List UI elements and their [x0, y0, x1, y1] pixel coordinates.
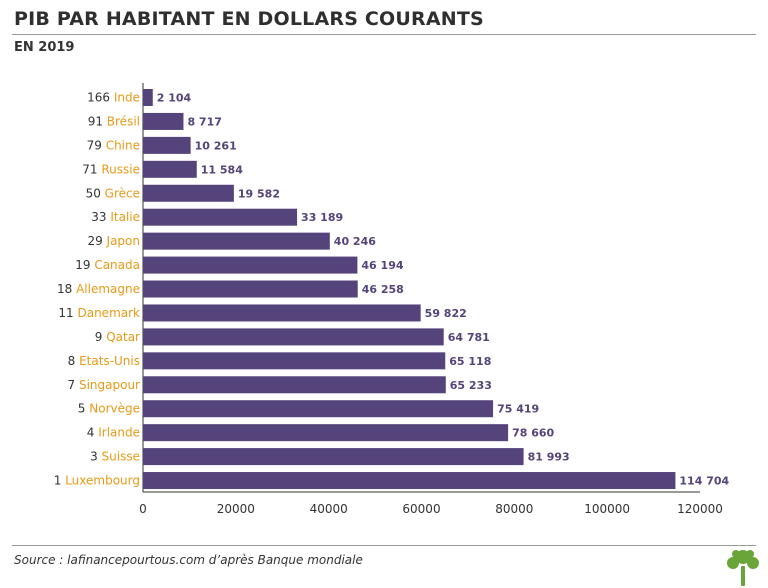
bar: [143, 89, 153, 106]
bar-value-label: 75 419: [497, 403, 539, 416]
rank-label: 7: [68, 378, 79, 392]
country-label: Inde: [114, 91, 140, 105]
category-label: 4 Irlande: [87, 426, 140, 440]
category-label: 71 Russie: [82, 162, 140, 176]
category-label: 7 Singapour: [68, 378, 141, 392]
category-label: 19 Canada: [75, 258, 140, 272]
bar: [143, 112, 184, 130]
category-label: 166 Inde: [87, 91, 140, 105]
bar-value-label: 65 233: [450, 379, 492, 392]
bar: [143, 472, 676, 490]
bar-value-label: 59 822: [425, 307, 467, 320]
bar: [143, 328, 444, 346]
bar-value-label: 114 704: [679, 475, 729, 488]
country-label: Chine: [106, 138, 140, 152]
rank-label: 5: [78, 402, 89, 416]
rank-label: 4: [87, 426, 98, 440]
bar-value-label: 19 582: [238, 187, 280, 200]
bar: [143, 280, 358, 298]
tree-logo-icon: [727, 550, 759, 586]
rank-label: 19: [75, 258, 94, 272]
rank-label: 29: [87, 234, 106, 248]
country-label: Irlande: [98, 426, 140, 440]
bar: [143, 184, 234, 202]
bar-value-label: 2 104: [157, 92, 192, 105]
bar-value-label: 8 717: [187, 115, 221, 128]
category-label: 3 Suisse: [90, 450, 140, 464]
country-label: Luxembourg: [65, 474, 140, 488]
bar: [143, 424, 509, 442]
category-label: 11 Danemark: [58, 306, 140, 320]
country-label: Etats-Unis: [79, 354, 140, 368]
rank-label: 71: [82, 162, 101, 176]
bar-value-label: 78 660: [512, 427, 554, 440]
bar: [143, 208, 298, 226]
category-label: 91 Brésil: [88, 114, 140, 128]
category-label: 5 Norvège: [78, 402, 140, 416]
bar-value-label: 11 584: [201, 163, 243, 176]
category-label: 33 Italie: [91, 210, 140, 224]
rank-label: 50: [86, 186, 105, 200]
source-note: Source : lafinancepourtous.com d’après B…: [14, 553, 363, 567]
title-divider: [12, 34, 756, 35]
country-label: Singapour: [79, 378, 140, 392]
x-tick-label: 80000: [495, 502, 533, 516]
category-label: 79 Chine: [87, 138, 140, 152]
chart-title: PIB PAR HABITANT EN DOLLARS COURANTS: [14, 8, 484, 30]
footer-divider: [12, 545, 756, 546]
bar-value-label: 46 194: [361, 259, 403, 272]
bar-value-label: 65 118: [449, 355, 491, 368]
category-label: 1 Luxembourg: [54, 474, 140, 488]
rank-label: 1: [54, 474, 65, 488]
chart-subtitle: EN 2019: [14, 40, 75, 55]
bar: [143, 400, 494, 418]
rank-label: 18: [57, 282, 76, 296]
category-label: 50 Grèce: [86, 186, 140, 200]
bar: [143, 352, 446, 370]
country-label: Japon: [106, 234, 140, 248]
country-label: Grèce: [105, 186, 140, 200]
bar-value-label: 81 993: [528, 451, 570, 464]
bar: [143, 136, 191, 154]
x-tick-label: 60000: [402, 502, 440, 516]
x-tick-label: 100000: [584, 502, 630, 516]
bar-value-label: 46 258: [362, 283, 404, 296]
rank-label: 91: [88, 114, 107, 128]
country-label: Russie: [101, 162, 140, 176]
bar: [143, 304, 421, 322]
x-tick-label: 120000: [677, 502, 723, 516]
category-label: 8 Etats-Unis: [68, 354, 140, 368]
rank-label: 9: [95, 330, 106, 344]
x-tick-label: 40000: [310, 502, 348, 516]
country-label: Norvège: [89, 402, 140, 416]
x-tick-label: 20000: [217, 502, 255, 516]
bar: [143, 232, 330, 250]
bar-value-label: 33 189: [301, 211, 343, 224]
rank-label: 8: [68, 354, 79, 368]
category-label: 29 Japon: [87, 234, 140, 248]
bar: [143, 376, 446, 394]
bar: [143, 160, 197, 178]
country-label: Qatar: [106, 330, 140, 344]
country-label: Italie: [110, 210, 140, 224]
x-tick-label: 0: [139, 502, 147, 516]
rank-label: 79: [87, 138, 106, 152]
bar: [143, 448, 524, 466]
rank-label: 11: [58, 306, 77, 320]
country-label: Suisse: [102, 450, 140, 464]
category-label: 9 Qatar: [95, 330, 140, 344]
country-label: Danemark: [77, 306, 140, 320]
rank-label: 33: [91, 210, 110, 224]
bar-value-label: 10 261: [195, 139, 237, 152]
category-label: 18 Allemagne: [57, 282, 140, 296]
bar: [143, 256, 358, 274]
country-label: Allemagne: [76, 282, 140, 296]
bar-value-label: 40 246: [334, 235, 376, 248]
rank-label: 3: [90, 450, 101, 464]
rank-label: 166: [87, 91, 114, 105]
bar-value-label: 64 781: [448, 331, 490, 344]
country-label: Canada: [94, 258, 140, 272]
country-label: Brésil: [107, 114, 140, 128]
